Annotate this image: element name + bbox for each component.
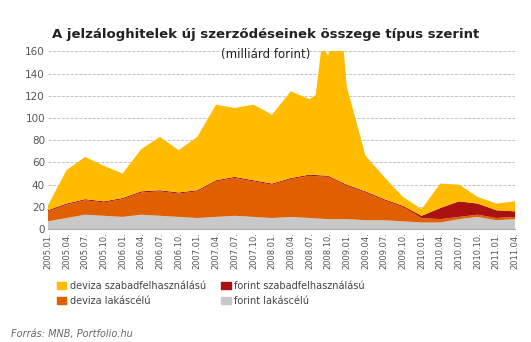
Legend: deviza szabadfelhasználású, deviza lakáscélú, forint szabadfelhasználású, forint: deviza szabadfelhasználású, deviza lakás… — [53, 277, 369, 310]
Text: Forrás: MNB, Portfolio.hu: Forrás: MNB, Portfolio.hu — [11, 329, 132, 339]
Text: A jelzáloghitelek új szerződéseinek összege típus szerint: A jelzáloghitelek új szerződéseinek össz… — [52, 27, 479, 40]
Text: (milliárd forint): (milliárd forint) — [221, 48, 310, 61]
